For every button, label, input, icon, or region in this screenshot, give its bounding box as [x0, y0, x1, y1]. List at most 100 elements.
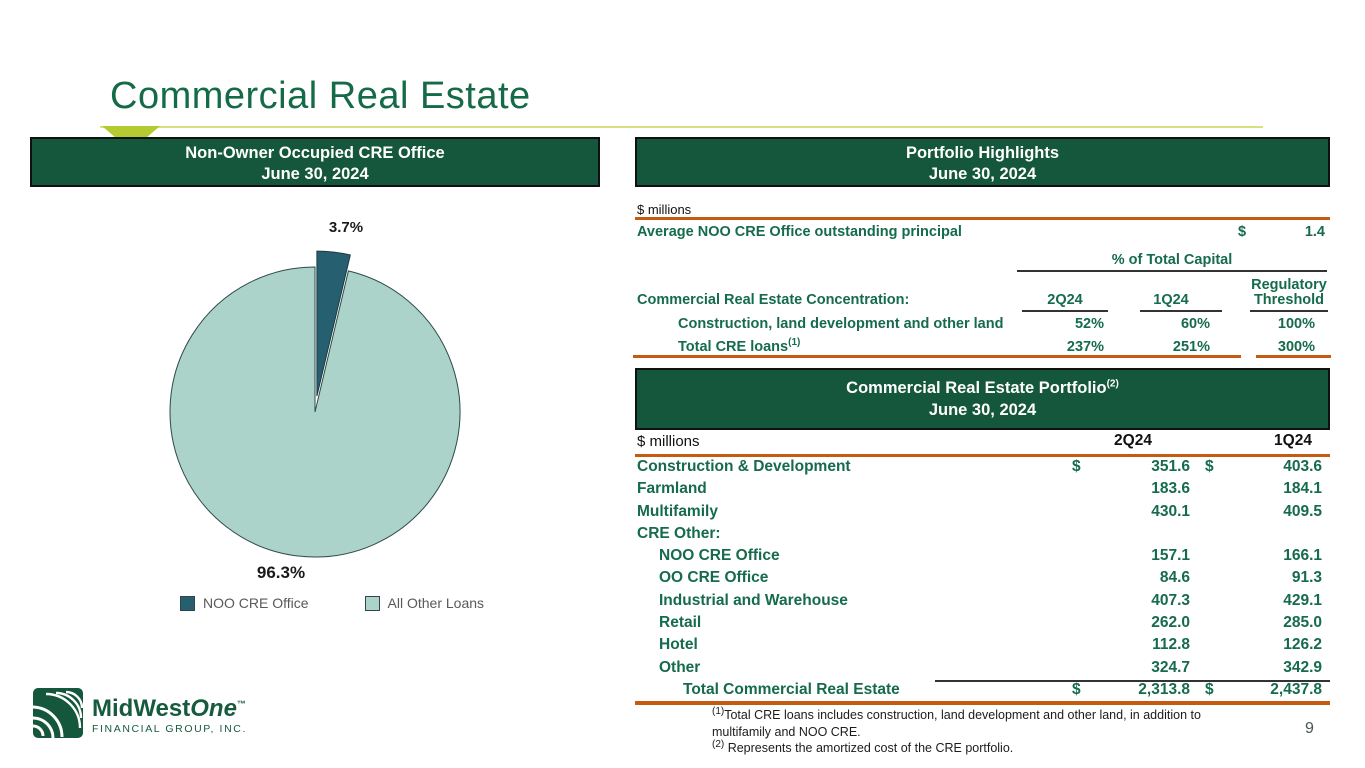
legend-swatch-other: [364, 595, 380, 611]
cre-portfolio-date: June 30, 2024: [928, 401, 1037, 419]
col-regulatory-line1: Regulatory: [1251, 277, 1327, 293]
page-title: Commercial Real Estate: [110, 75, 531, 117]
row-value-2q24: 112.8: [1152, 636, 1190, 654]
row-value-2q24: 430.1: [1151, 502, 1190, 520]
midwestone-logo-text: MidWestOne™ FINANCIAL GROUP, INC.: [92, 692, 247, 735]
row-value-2q24: 324.7: [1151, 658, 1190, 676]
avg-principal-label: Average NOO CRE Office outstanding princ…: [637, 224, 962, 240]
pct-of-capital-label: % of Total Capital: [1111, 252, 1233, 268]
row-value-2q24: 262.0: [1151, 614, 1190, 632]
row-label: CRE Other:: [637, 524, 721, 542]
highlights-row2-1q24: 251%: [1172, 339, 1210, 355]
portfolio-col-2q24: 2Q24: [1114, 432, 1152, 449]
table-row: Hotel 112.8 126.2: [635, 636, 1330, 658]
row-value-1q24: 166.1: [1283, 547, 1322, 565]
row-label: Retail: [659, 614, 702, 632]
col-regulatory-line2: Threshold: [1253, 292, 1325, 308]
brand-subtitle: FINANCIAL GROUP, INC.: [92, 722, 247, 735]
footnote-2-text: Represents the amortized cost of the CRE…: [724, 741, 1014, 755]
row-label: Hotel: [659, 636, 698, 654]
page-number: 9: [1305, 720, 1314, 737]
footnote-2-marker: (2): [712, 738, 725, 750]
portfolio-highlights-header: Portfolio Highlights June 30, 2024: [635, 137, 1330, 187]
footnote-2: (2) Represents the amortized cost of the…: [712, 738, 1217, 757]
portfolio-highlights-date: June 30, 2024: [928, 165, 1037, 183]
cre-portfolio-title-text: Commercial Real Estate Portfolio: [846, 379, 1107, 397]
noo-cre-office-header-title: Non-Owner Occupied CRE Office: [185, 144, 445, 162]
legend-swatch-noo: [180, 595, 195, 611]
row-label: Farmland: [637, 480, 707, 498]
portfolio-table-body: Construction & Development $ 351.6 $ 403…: [635, 458, 1330, 703]
table-row: Farmland 183.6 184.1: [635, 480, 1330, 502]
portfolio-col-1q24: 1Q24: [1274, 432, 1312, 449]
portfolio-highlights-title: Portfolio Highlights: [905, 144, 1060, 162]
table-row: Construction & Development $ 351.6 $ 403…: [635, 458, 1330, 480]
highlights-row2-label: Total CRE loans(1): [678, 337, 801, 355]
row-label: Other: [659, 658, 701, 676]
row-value-2q24: 407.3: [1151, 591, 1190, 609]
row-value-1q24: 342.9: [1283, 658, 1322, 676]
noo-cre-office-header-date: June 30, 2024: [261, 165, 369, 183]
row-value-2q24: 157.1: [1151, 547, 1190, 565]
brand-part1: MidWest: [92, 694, 191, 722]
avg-principal-currency: $: [1238, 224, 1247, 240]
highlights-row2-threshold: 300%: [1277, 339, 1315, 355]
table-row: Other 324.7 342.9: [635, 659, 1330, 681]
brand-trademark: ™: [236, 698, 246, 709]
footnote-1: (1)Total CRE loans includes construction…: [712, 705, 1217, 740]
legend-item-noo: NOO CRE Office: [180, 595, 309, 611]
row-value-1q24: 409.5: [1283, 502, 1322, 520]
avg-principal-value: 1.4: [1304, 224, 1325, 240]
row-value-2q24: 351.6: [1151, 458, 1190, 475]
pie-label-other: 96.3%: [256, 563, 306, 582]
title-accent-marker: [102, 126, 160, 138]
highlights-bottom-rule-left: [633, 355, 1241, 358]
highlights-row1-1q24: 60%: [1180, 316, 1210, 332]
highlights-row1-threshold: 100%: [1277, 316, 1315, 332]
table-row: Industrial and Warehouse 407.3 429.1: [635, 592, 1330, 614]
table-row: Multifamily 430.1 409.5: [635, 503, 1330, 525]
highlights-row1-label: Construction, land development and other…: [678, 316, 1004, 332]
footnote-1-text: Total CRE loans includes construction, l…: [712, 708, 1201, 739]
footnotes: (1)Total CRE loans includes construction…: [712, 705, 1217, 757]
row-value-1q24: 285.0: [1283, 614, 1322, 632]
cre-portfolio-header: Commercial Real Estate Portfolio(2) June…: [635, 368, 1330, 430]
highlights-row2-2q24: 237%: [1066, 339, 1104, 355]
row-value-1q24: 126.2: [1283, 636, 1322, 654]
highlights-top-rule: [635, 217, 1330, 220]
col-threshold-rule: [1250, 310, 1328, 312]
highlights-row2-label-text: Total CRE loans: [678, 339, 789, 355]
highlights-bottom-rule-right: [1256, 355, 1331, 358]
row-value-1q24: 91.3: [1291, 569, 1322, 587]
footnote-1-marker: (1): [712, 705, 725, 717]
pct-of-capital-rule: [1017, 270, 1327, 272]
col-1q24-rule: [1140, 310, 1222, 312]
row-currency-2q24: $: [1072, 680, 1081, 698]
row-currency-1q24: $: [1205, 458, 1214, 475]
table-row-total: Total Commercial Real Estate $ 2,313.8 $…: [635, 681, 1330, 703]
noo-cre-pie-chart: [169, 250, 461, 558]
row-label: Multifamily: [637, 502, 718, 520]
table-row: OO CRE Office 84.6 91.3: [635, 569, 1330, 591]
table-row: NOO CRE Office 157.1 166.1: [635, 547, 1330, 569]
highlights-units-label: $ millions: [637, 202, 692, 217]
pie-slice-noo-cre-office: [316, 250, 351, 397]
row-label: Industrial and Warehouse: [659, 591, 848, 609]
pie-slice-all-other-loans: [169, 266, 461, 558]
pie-legend: NOO CRE Office All Other Loans: [180, 595, 484, 611]
midwestone-logo-icon: [33, 688, 83, 738]
noo-cre-office-header: Non-Owner Occupied CRE Office June 30, 2…: [30, 137, 600, 187]
row-currency-2q24: $: [1072, 458, 1081, 475]
cre-portfolio-footnote-marker: (2): [1106, 378, 1119, 390]
row-currency-1q24: $: [1205, 680, 1214, 698]
highlights-col-1q24: 1Q24: [1153, 292, 1189, 308]
portfolio-bottom-rule: [635, 701, 1330, 705]
highlights-row2-footnote-marker: (1): [788, 337, 801, 349]
concentration-label: Commercial Real Estate Concentration:: [637, 292, 910, 308]
row-value-1q24: 429.1: [1283, 591, 1322, 609]
portfolio-units-label: $ millions: [637, 433, 700, 450]
row-label: Construction & Development: [637, 458, 851, 475]
legend-label-noo: NOO CRE Office: [203, 595, 309, 611]
row-value-1q24: 2,437.8: [1270, 680, 1322, 698]
highlights-col-2q24: 2Q24: [1047, 292, 1083, 308]
